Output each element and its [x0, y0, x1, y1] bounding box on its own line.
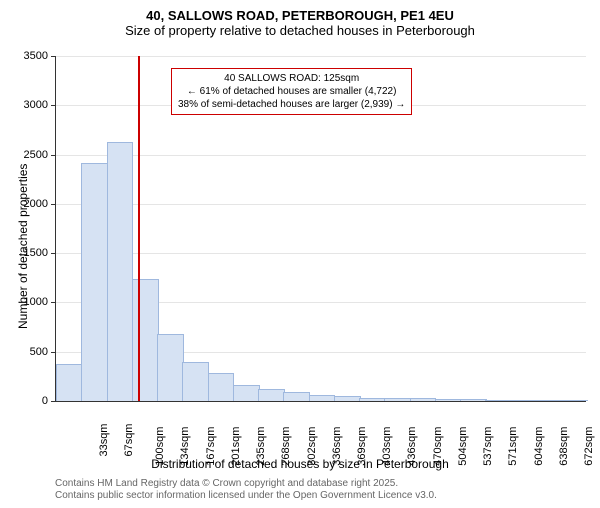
histogram-bar	[460, 399, 487, 401]
chart-container: 40, SALLOWS ROAD, PETERBOROUGH, PE1 4EU …	[0, 8, 600, 508]
histogram-bar	[208, 373, 235, 401]
footer-line2: Contains public sector information licen…	[55, 490, 437, 502]
ytick-label: 3500	[8, 50, 48, 62]
annotation-line1: 40 SALLOWS ROAD: 125sqm	[178, 72, 405, 85]
histogram-bar	[56, 364, 83, 401]
gridline	[56, 204, 586, 205]
title-line1: 40, SALLOWS ROAD, PETERBOROUGH, PE1 4EU	[0, 8, 600, 23]
annotation-line2: ← 61% of detached houses are smaller (4,…	[178, 85, 405, 98]
histogram-bar	[485, 400, 512, 401]
gridline	[56, 56, 586, 57]
marker-line	[138, 56, 140, 401]
ytick-mark	[51, 56, 56, 57]
histogram-bar	[435, 399, 462, 401]
ytick-label: 2500	[8, 149, 48, 161]
ytick-label: 2000	[8, 198, 48, 210]
ytick-mark	[51, 352, 56, 353]
histogram-bar	[132, 279, 159, 401]
title-line2: Size of property relative to detached ho…	[0, 23, 600, 38]
ytick-label: 1000	[8, 296, 48, 308]
annotation-line3: 38% of semi-detached houses are larger (…	[178, 98, 405, 111]
histogram-bar	[410, 398, 437, 401]
histogram-bar	[309, 395, 336, 401]
xtick-label: 33sqm	[98, 424, 110, 457]
ytick-mark	[51, 204, 56, 205]
ytick-label: 0	[8, 395, 48, 407]
ytick-mark	[51, 105, 56, 106]
histogram-bar	[283, 392, 310, 401]
gridline	[56, 253, 586, 254]
histogram-bar	[233, 385, 260, 401]
histogram-bar	[81, 163, 108, 401]
histogram-bar	[536, 400, 563, 401]
ytick-label: 500	[8, 346, 48, 358]
histogram-bar	[157, 334, 184, 401]
ytick-label: 1500	[8, 247, 48, 259]
xtick-label: 67sqm	[123, 424, 135, 457]
histogram-bar	[384, 398, 411, 401]
gridline	[56, 155, 586, 156]
x-axis-label: Distribution of detached houses by size …	[0, 457, 600, 471]
annotation-box: 40 SALLOWS ROAD: 125sqm← 61% of detached…	[171, 68, 412, 115]
histogram-bar	[561, 400, 588, 401]
ytick-label: 3000	[8, 99, 48, 111]
histogram-bar	[258, 389, 285, 401]
plot-area: 050010001500200025003000350033sqm67sqm10…	[55, 56, 586, 402]
histogram-bar	[359, 398, 386, 401]
footer-text: Contains HM Land Registry data © Crown c…	[55, 478, 437, 502]
histogram-bar	[334, 396, 361, 401]
histogram-bar	[511, 400, 538, 401]
footer-line1: Contains HM Land Registry data © Crown c…	[55, 478, 437, 490]
histogram-bar	[182, 362, 209, 401]
ytick-mark	[51, 253, 56, 254]
ytick-mark	[51, 302, 56, 303]
ytick-mark	[51, 401, 56, 402]
histogram-bar	[107, 142, 134, 401]
ytick-mark	[51, 155, 56, 156]
